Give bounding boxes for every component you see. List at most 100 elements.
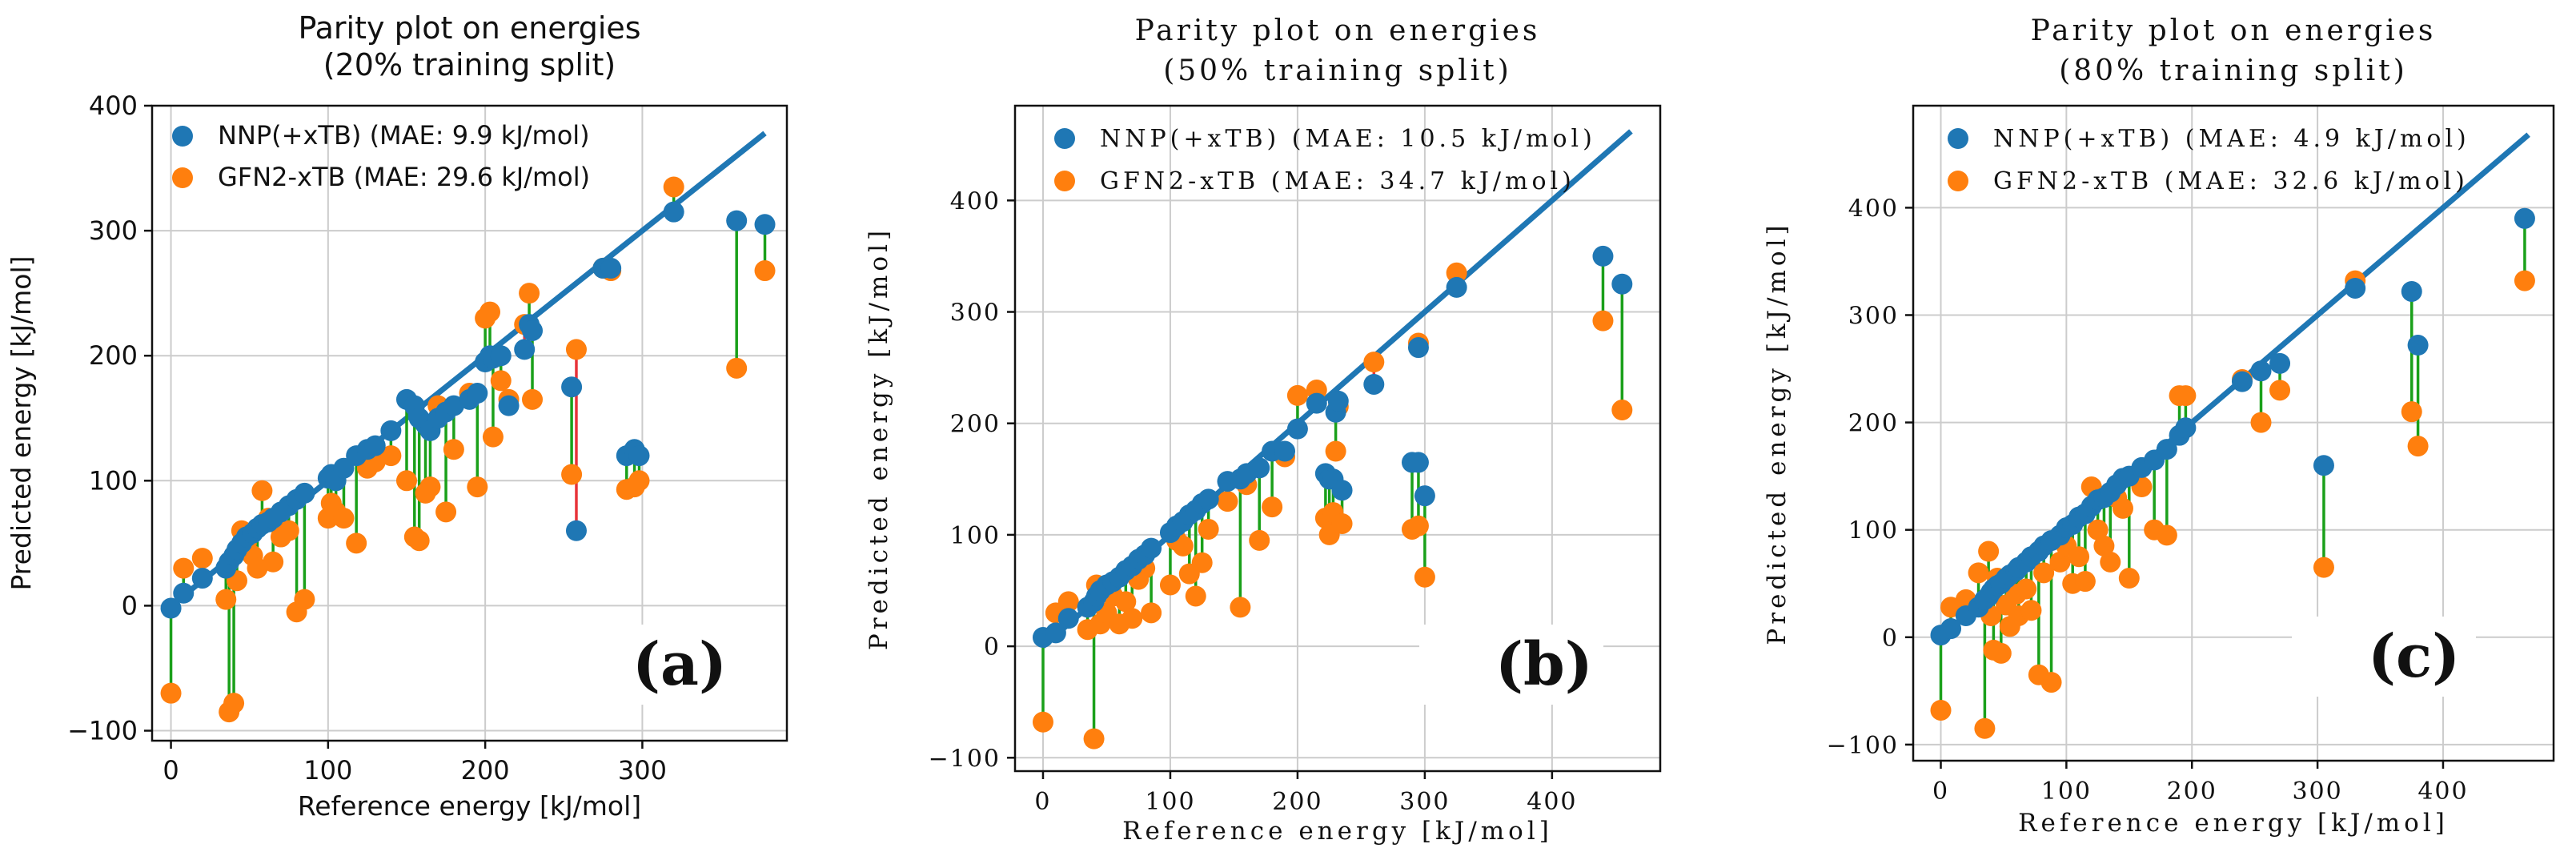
y-axis-label: Predicted energy [kJ/mol] bbox=[865, 227, 893, 650]
gfn2-point bbox=[490, 370, 512, 392]
gfn2-point bbox=[2040, 672, 2062, 693]
nnp-point bbox=[628, 445, 650, 467]
legend-marker-gfn bbox=[1054, 171, 1075, 191]
gfn2-point bbox=[522, 388, 544, 410]
nnp-point bbox=[1045, 622, 1066, 644]
gfn2-point bbox=[1331, 512, 1353, 534]
gfn2-point bbox=[1032, 711, 1053, 733]
gfn2-point bbox=[1115, 591, 1137, 613]
nnp-point bbox=[1306, 392, 1327, 414]
gfn2-point bbox=[565, 339, 587, 360]
y-tick-label: 0 bbox=[1882, 625, 1899, 653]
nnp-point bbox=[1198, 488, 1219, 510]
nnp-point bbox=[2250, 360, 2272, 382]
nnp-point bbox=[663, 201, 684, 223]
y-tick-label: 100 bbox=[89, 465, 138, 496]
x-tick-label: 0 bbox=[163, 755, 179, 786]
gfn2-point bbox=[1057, 591, 1079, 613]
gfn2-point bbox=[1363, 352, 1385, 373]
nnp-point bbox=[2156, 439, 2177, 460]
x-tick-label: 400 bbox=[2418, 778, 2468, 806]
nnp-point bbox=[2269, 352, 2291, 374]
nnp-point bbox=[1407, 337, 1429, 359]
nnp-point bbox=[1141, 537, 1162, 559]
gfn2-point bbox=[294, 589, 315, 610]
x-tick-label: 300 bbox=[1399, 788, 1450, 816]
gfn2-point bbox=[1172, 535, 1194, 557]
chart-panel-a: Parity plot on energies(20% training spl… bbox=[6, 10, 788, 822]
legend-label-gfn: GFN2-xTB (MAE: 34.7 kJ/mol) bbox=[1100, 167, 1575, 195]
gfn2-point bbox=[1191, 552, 1213, 573]
gfn2-point bbox=[2250, 412, 2272, 433]
nnp-point bbox=[600, 257, 622, 279]
gfn2-point bbox=[1407, 515, 1429, 536]
x-axis-label: Reference energy [kJ/mol] bbox=[1122, 817, 1553, 846]
x-tick-label: 400 bbox=[1527, 788, 1577, 816]
gfn2-point bbox=[2407, 436, 2429, 457]
gfn2-point bbox=[215, 589, 237, 610]
nnp-point bbox=[1363, 373, 1385, 395]
nnp-point bbox=[467, 383, 488, 404]
gfn2-point bbox=[754, 260, 776, 282]
x-tick-label: 100 bbox=[2041, 778, 2092, 806]
gfn2-point bbox=[1083, 728, 1105, 749]
gfn2-point bbox=[1286, 384, 1308, 406]
nnp-point bbox=[294, 482, 315, 504]
nnp-point bbox=[1327, 390, 1349, 412]
nnp-point bbox=[380, 420, 402, 441]
nnp-point bbox=[490, 345, 512, 367]
gfn2-point bbox=[251, 480, 273, 501]
gfn2-point bbox=[1262, 496, 1283, 518]
gfn2-point bbox=[333, 508, 355, 529]
nnp-point bbox=[522, 319, 544, 341]
chart-title-line: (20% training split) bbox=[323, 47, 616, 82]
gfn2-point bbox=[395, 470, 417, 492]
nnp-point bbox=[498, 395, 520, 416]
x-axis-label: Reference energy [kJ/mol] bbox=[2018, 809, 2449, 838]
gfn2-point bbox=[1121, 608, 1143, 629]
gfn2-point bbox=[2087, 519, 2109, 541]
gfn2-point bbox=[2068, 546, 2090, 568]
gfn2-point bbox=[263, 551, 284, 573]
gfn2-point bbox=[1974, 717, 1996, 739]
gfn2-point bbox=[2514, 270, 2535, 291]
nnp-point bbox=[173, 582, 195, 604]
gfn2-point bbox=[1930, 699, 1952, 721]
y-axis-label: Predicted energy [kJ/mol] bbox=[1763, 221, 1792, 645]
gfn2-point bbox=[663, 176, 684, 198]
gfn2-point bbox=[1990, 642, 2012, 664]
gfn2-point bbox=[160, 682, 182, 704]
legend-label-nnp: NNP(+xTB) (MAE: 4.9 kJ/mol) bbox=[1993, 125, 2470, 153]
legend-label-gfn: GFN2-xTB (MAE: 29.6 kJ/mol) bbox=[218, 162, 590, 192]
nnp-point bbox=[754, 214, 776, 235]
gfn2-point bbox=[443, 439, 464, 460]
panel-label: (a) bbox=[632, 630, 727, 699]
nnp-point bbox=[2313, 455, 2334, 476]
nnp-point bbox=[2231, 371, 2253, 392]
gfn2-point bbox=[479, 301, 501, 323]
x-tick-label: 100 bbox=[303, 755, 352, 786]
panel-label: (c) bbox=[2368, 622, 2460, 691]
gfn2-point bbox=[2313, 557, 2334, 578]
x-tick-label: 0 bbox=[1034, 788, 1051, 816]
nnp-point bbox=[443, 395, 464, 416]
nnp-point bbox=[2514, 207, 2535, 229]
nnp-point bbox=[565, 520, 587, 541]
y-tick-label: 0 bbox=[122, 590, 138, 621]
gfn2-point bbox=[561, 464, 583, 485]
gfn2-point bbox=[2156, 524, 2177, 546]
nnp-point bbox=[364, 435, 386, 456]
gfn2-point bbox=[1968, 562, 1989, 584]
legend-marker-gfn bbox=[1948, 171, 1968, 191]
plot-frame bbox=[150, 104, 788, 742]
gfn2-point bbox=[1141, 602, 1162, 624]
nnp-point bbox=[1940, 618, 1962, 640]
nnp-point bbox=[2345, 277, 2366, 299]
gfn2-point bbox=[2049, 551, 2071, 573]
x-tick-label: 200 bbox=[461, 755, 510, 786]
gfn2-point bbox=[1592, 310, 1614, 332]
gfn2-point bbox=[1198, 518, 1219, 540]
nnp-point bbox=[726, 210, 748, 231]
y-tick-label: 400 bbox=[950, 187, 1001, 215]
gfn2-point bbox=[278, 520, 299, 541]
